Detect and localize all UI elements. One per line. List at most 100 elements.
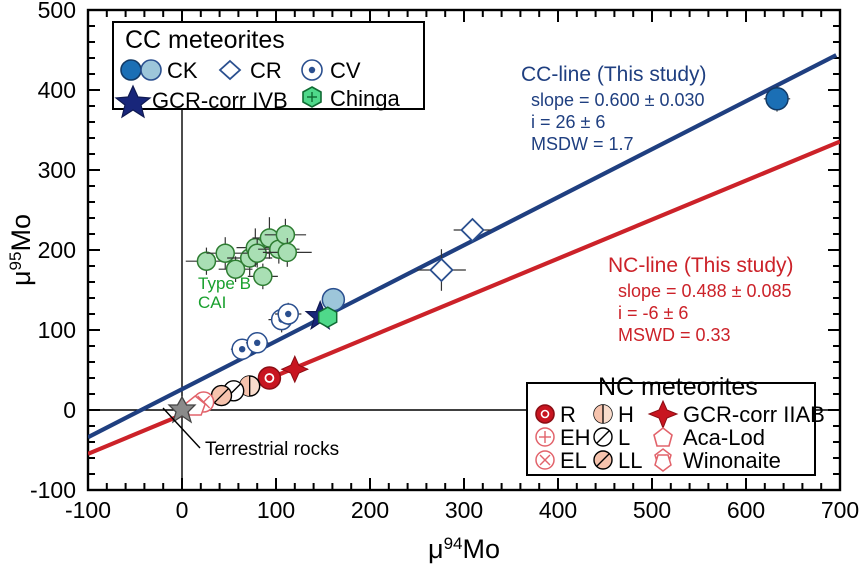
data-point-type-b-cai [218,256,253,282]
marker-center-dot [254,339,261,346]
x-tick-label: 500 [633,497,671,523]
cc-legend-label-cr: CR [250,58,282,83]
data-point-r [257,366,282,390]
marker-circle [321,287,346,312]
marker-circle [275,225,296,245]
cv-dot-circle-marker [301,59,323,81]
x-tick-label: 100 [257,497,295,523]
data-point-cv [245,332,269,354]
cc-annotation-intercept: i = 26 ± 6 [531,112,605,132]
nc-legend-row-2: EH L Aca-Lod [535,425,765,450]
svg-text:μ94Mo: μ94Mo [428,534,500,564]
y-tick-label: 100 [38,317,76,343]
data-point-type-b-cai [185,247,228,275]
data-point-ll [210,384,233,407]
navy-star-marker [114,84,152,119]
nc-legend-label-eh: EH [560,425,591,450]
pentagon-marker [653,426,673,447]
x-tick-label: 200 [351,497,389,523]
terrestrial-leader-line [162,407,201,449]
x-axis-label: μ94Mo [428,534,500,564]
y-tick-label: 0 [63,397,76,423]
y-axis-label-sup: 95 [6,252,25,271]
marker-diamond [429,257,454,283]
nc-legend-label-l: L [618,425,630,450]
cr-diamond-marker [218,59,242,81]
data-point-cr [453,217,492,243]
cai-label-line1: Type B [198,274,251,293]
double-pentagon-marker [654,448,672,472]
marker-center-dot [238,346,246,353]
nc-annotation-intercept: i = -6 ± 6 [618,303,688,323]
cc-legend-frame [112,21,425,110]
y-axis-label-base: μ [6,270,36,286]
y-axis-label-tail: Mo [6,214,36,252]
axes-layer: -100 0 100 200 300 400 500 600 700 -100 0 100 200 300… [30,0,859,523]
plus-circle-marker [535,427,555,447]
data-point-gcr-corr-iiab [280,354,310,384]
nc-legend-row-1: R H GCR-corr IIAB [535,399,825,430]
marker-star [167,395,197,424]
nc-meteorites-legend: NC meteorites R H GCR-corr IIAB [526,373,825,476]
x-tick-label: 700 [821,497,859,523]
terrestrial-label: Terrestrial rocks [205,439,339,460]
marker-inner-ring [264,373,275,383]
cc-legend-label-cv: CV [330,58,361,83]
cc-legend-label-gcr-ivb: GCR-corr IVB [152,88,288,113]
y-tick-label: 200 [38,237,76,263]
nc-line-annotation: NC-line (This study) slope = 0.488 ± 0.0… [608,254,794,345]
half-filled-circle-marker [593,404,613,424]
cc-meteorites-legend: CC meteorites CK CR CV [112,21,425,119]
marker-star [280,354,310,384]
marker-circle [253,266,273,287]
cc-legend-label-chinga: Chinga [330,86,400,111]
marker-circle [765,87,789,111]
y-tick-label: 400 [38,77,76,103]
nc-legend-label-gcr-iiab: GCR-corr IIAB [683,402,825,427]
slashed-circle-marker [593,427,613,447]
data-point-ck [763,86,791,112]
terrestrial-rocks-callout: Terrestrial rocks [162,407,339,460]
marker-circle [247,243,267,263]
x-axis-label-base: μ [428,534,444,564]
cc-line-annotation: CC-line (This study) slope = 0.600 ± 0.0… [521,63,707,154]
cc-legend-row-2: GCR-corr IVB Chinga [114,84,400,119]
x-axis-label-sup: 94 [444,534,463,553]
marker-hexagon [317,306,338,329]
marker-circle [225,259,246,279]
nc-annotation-title: NC-line (This study) [608,254,794,277]
cc-legend-title: CC meteorites [125,26,285,54]
nc-legend-label-ll: LL [618,448,642,473]
nc-legend-label-h: H [618,402,634,427]
data-points-layer [167,86,791,424]
fit-line-cc-line [88,53,838,440]
data-point-terrestrial-rocks [167,395,197,424]
nc-legend-frame [526,382,816,476]
y-axis-label: μ95Mo [6,214,36,286]
data-point-ck-light [321,287,346,312]
nc-legend-label-r: R [560,402,576,427]
nc-annotation-mswd: MSWD = 0.33 [618,325,731,345]
x-tick-label: 600 [727,497,765,523]
marker-circle [215,243,235,263]
marker-center-dot [285,310,292,318]
marker-circle [196,251,217,271]
hatched-circle-marker [593,450,613,470]
nc-legend-row-3: EL LL Winonaite [535,448,781,473]
nc-annotation-slope: slope = 0.488 ± 0.085 [618,281,792,301]
green-hexagon-marker [302,86,322,108]
y-tick-label: 300 [38,157,76,183]
data-point-type-b-cai [247,263,278,290]
marker-circle [257,366,282,390]
cc-legend-label-ck: CK [167,58,198,83]
x-tick-label: 0 [176,497,189,523]
nc-legend-label-el: EL [560,448,587,473]
nc-legend-title: NC meteorites [598,373,758,401]
data-point-type-b-cai [262,238,312,267]
type-b-cai-label: Type B CAI [198,274,251,312]
data-point-cv [275,302,302,326]
nc-legend-label-winonaite: Winonaite [683,448,781,473]
x-axis-label-tail: Mo [462,534,500,564]
